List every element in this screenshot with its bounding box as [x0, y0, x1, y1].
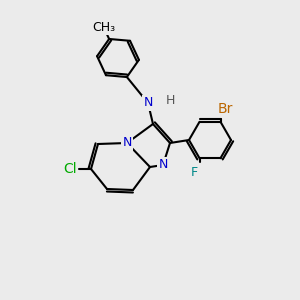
Text: CH₃: CH₃ — [92, 21, 115, 34]
Text: Br: Br — [218, 102, 233, 116]
Text: N: N — [143, 97, 153, 110]
Text: F: F — [191, 166, 198, 179]
Text: Cl: Cl — [63, 162, 77, 176]
Text: N: N — [158, 158, 168, 172]
Text: N: N — [122, 136, 132, 149]
Text: H: H — [166, 94, 175, 107]
